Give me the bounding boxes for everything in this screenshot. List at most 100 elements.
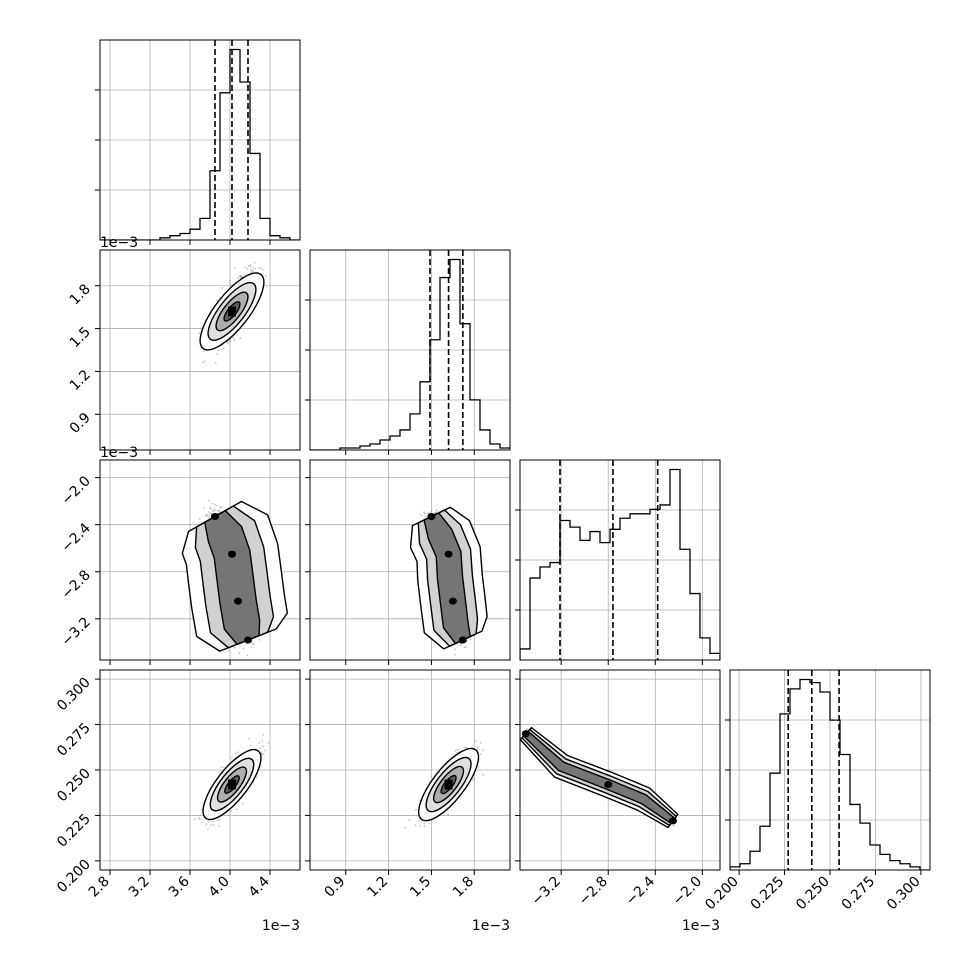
sample-point <box>263 753 265 755</box>
sample-point <box>233 340 235 342</box>
sample-point <box>419 819 421 821</box>
scatter-panel-0-2 <box>100 460 300 660</box>
sample-point <box>216 505 218 507</box>
sample-point <box>423 512 425 514</box>
sample-point <box>415 809 417 811</box>
sample-point <box>408 819 410 821</box>
sample-point <box>424 516 426 518</box>
sample-point <box>428 822 430 824</box>
sample-point <box>199 518 201 520</box>
sample-point <box>233 337 235 339</box>
sample-point <box>264 750 266 752</box>
sample-point <box>447 810 449 812</box>
sample-point <box>208 511 210 513</box>
sample-point <box>248 265 250 267</box>
sample-point <box>215 362 217 364</box>
sample-point <box>431 511 433 513</box>
sample-point <box>199 818 201 820</box>
sample-point <box>229 280 231 282</box>
sample-point <box>250 266 252 268</box>
sample-point <box>218 818 220 820</box>
sample-point <box>434 512 436 514</box>
sample-point <box>218 771 220 773</box>
sample-point <box>218 825 220 827</box>
sample-point <box>457 749 459 751</box>
panel-content <box>100 670 300 870</box>
sample-point <box>205 823 207 825</box>
sample-point <box>214 509 216 511</box>
sample-point <box>208 517 210 519</box>
sample-point <box>261 740 263 742</box>
sample-point <box>207 821 209 823</box>
density-peak <box>211 513 219 520</box>
sample-point <box>252 271 254 273</box>
sample-point <box>234 267 236 269</box>
panel-content <box>100 250 300 450</box>
sample-point <box>237 277 239 279</box>
sample-point <box>214 507 216 509</box>
sample-point <box>211 503 213 505</box>
sample-point <box>238 652 240 654</box>
scatter-panel-1-3 <box>310 670 510 870</box>
sample-point <box>419 825 421 827</box>
scatter-panel-2-3 <box>520 670 720 870</box>
sample-point <box>202 361 204 363</box>
sample-point <box>209 515 211 517</box>
sample-point <box>475 740 477 742</box>
sample-point <box>205 514 207 516</box>
panel-content <box>100 460 300 660</box>
sample-point <box>482 774 484 776</box>
sample-point <box>251 647 253 649</box>
sample-point <box>415 824 417 826</box>
sample-point <box>436 509 438 511</box>
sample-point <box>253 643 255 645</box>
sample-point <box>482 749 484 751</box>
sample-point <box>427 512 429 514</box>
sample-point <box>261 268 263 270</box>
histogram-panel-2 <box>515 460 720 660</box>
sample-point <box>209 506 211 508</box>
scatter-panel-0-1 <box>100 250 300 450</box>
sample-point <box>210 508 212 510</box>
sample-point <box>258 742 260 744</box>
sample-point <box>673 825 675 827</box>
sample-point <box>229 341 231 343</box>
sample-point <box>465 646 467 648</box>
sample-point <box>250 269 252 271</box>
sample-point <box>480 742 482 744</box>
sample-point <box>470 639 472 641</box>
sample-point <box>460 644 462 646</box>
histogram-panel-1 <box>305 250 510 450</box>
grid-lines <box>100 40 300 240</box>
sample-point <box>476 748 478 750</box>
scatter-panel-1-2 <box>310 460 510 660</box>
sample-point <box>234 647 236 649</box>
sample-point <box>221 349 223 351</box>
sample-point <box>235 753 237 755</box>
sample-point <box>194 818 196 820</box>
sample-point <box>260 747 262 749</box>
sample-point <box>466 747 468 749</box>
sample-point <box>239 646 241 648</box>
sample-point <box>217 353 219 355</box>
histogram-panel-0 <box>95 40 300 240</box>
sample-point <box>208 500 210 502</box>
sample-point <box>203 350 205 352</box>
sample-point <box>404 827 406 829</box>
sample-point <box>454 648 456 650</box>
sample-point <box>221 766 223 768</box>
sample-point <box>464 747 466 749</box>
density-peak <box>228 551 236 558</box>
panel-content <box>520 670 720 870</box>
sample-point <box>472 780 474 782</box>
sample-point <box>424 825 426 827</box>
sample-point <box>242 803 244 805</box>
sample-point <box>218 350 220 352</box>
sample-point <box>227 342 229 344</box>
sample-point <box>255 267 257 269</box>
density-peak <box>427 513 435 520</box>
sample-point <box>204 360 206 362</box>
sample-point <box>473 777 475 779</box>
sample-point <box>216 299 218 301</box>
